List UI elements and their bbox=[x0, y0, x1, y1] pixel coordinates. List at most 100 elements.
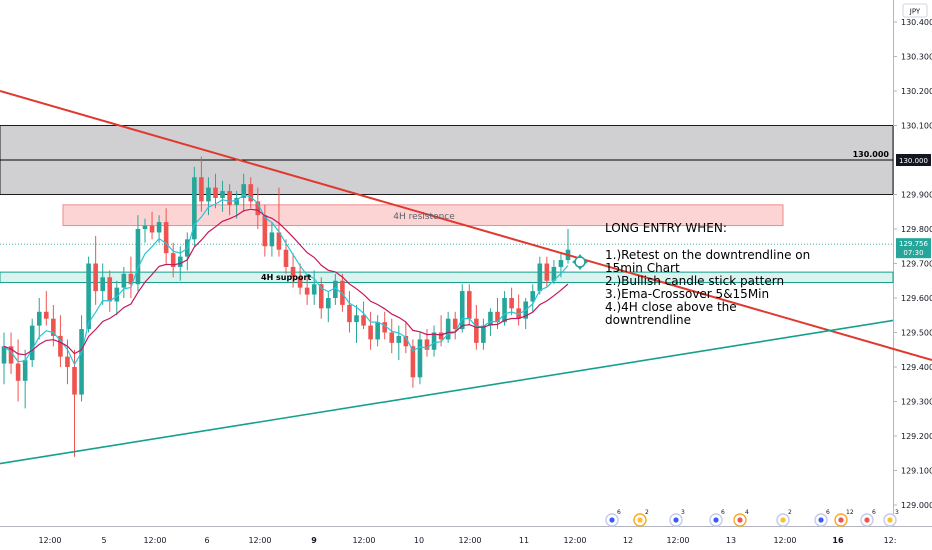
candle bbox=[248, 177, 254, 209]
candle-body bbox=[170, 253, 176, 267]
event-badge-dot bbox=[713, 517, 719, 523]
time-tick-label: 12:00 bbox=[143, 536, 166, 545]
note-line: 15min Chart bbox=[605, 261, 680, 275]
candle bbox=[22, 349, 28, 409]
event-badge: 3 bbox=[883, 509, 899, 527]
candle-body bbox=[382, 322, 387, 333]
cursor-marker[interactable] bbox=[572, 254, 588, 270]
candle bbox=[417, 332, 423, 385]
candle-body bbox=[340, 280, 345, 305]
event-badge-dot bbox=[864, 517, 870, 523]
candle-body bbox=[452, 318, 458, 330]
note-line: downtrendline bbox=[605, 313, 691, 327]
candle-body bbox=[354, 315, 359, 323]
candle bbox=[333, 273, 338, 305]
candle bbox=[283, 239, 289, 274]
event-badge: 2 bbox=[633, 509, 649, 527]
candle-body bbox=[121, 273, 127, 288]
currency-badge[interactable]: JPY bbox=[902, 3, 928, 18]
candle-body bbox=[445, 318, 451, 340]
event-badge-dot bbox=[818, 517, 824, 523]
note-line: 3.)Ema-Crossover 5&15Min bbox=[605, 287, 769, 301]
candle bbox=[255, 187, 261, 229]
candle-body bbox=[276, 232, 282, 250]
trade-note: LONG ENTRY WHEN: 1.)Retest on the downtr… bbox=[605, 221, 810, 327]
candle bbox=[424, 329, 430, 357]
candle-body bbox=[424, 339, 430, 350]
candle-body bbox=[544, 263, 550, 281]
event-badges[interactable]: 6 2 3 6 4 2 6 12 6 3 bbox=[605, 509, 899, 527]
event-badge-count: 2 bbox=[645, 509, 649, 516]
candle-body bbox=[403, 335, 409, 347]
candle-body bbox=[8, 346, 14, 364]
candle bbox=[354, 304, 359, 343]
candle bbox=[544, 256, 550, 288]
marker-arrow bbox=[577, 254, 583, 258]
candle bbox=[206, 177, 211, 216]
candle bbox=[100, 263, 105, 305]
price-tick-label: 130.100 bbox=[901, 122, 932, 131]
candle-body bbox=[283, 249, 289, 267]
time-tick-label: 11 bbox=[519, 536, 529, 545]
candle bbox=[431, 325, 437, 357]
candle-body bbox=[318, 284, 324, 309]
candle bbox=[304, 273, 310, 305]
candle-body bbox=[156, 222, 162, 233]
candle-body bbox=[36, 311, 42, 326]
time-tick-label: 9 bbox=[311, 536, 317, 545]
candle bbox=[107, 270, 113, 312]
candle bbox=[375, 315, 380, 347]
event-badge-count: 3 bbox=[895, 509, 899, 516]
trend-lines bbox=[0, 90, 932, 465]
candle-body bbox=[227, 191, 232, 205]
ema-fast-line bbox=[3, 194, 569, 366]
time-tick-label: 12:00 bbox=[458, 536, 481, 545]
time-tick-label: 12:00 bbox=[38, 536, 61, 545]
candle-body bbox=[241, 184, 246, 198]
time-axis[interactable]: 12:00 5 12:00 6 12:00 9 12:00 10 12:00 11 12:00 12 1… bbox=[38, 536, 896, 545]
candle bbox=[149, 211, 155, 240]
support-zone bbox=[0, 271, 894, 283]
event-badge-count: 4 bbox=[745, 509, 749, 516]
uptrend-line bbox=[0, 319, 894, 465]
price-tag-bg bbox=[896, 238, 931, 259]
candle-body bbox=[192, 177, 197, 240]
candle bbox=[114, 280, 120, 316]
marker-arrow bbox=[577, 266, 583, 270]
candle-body bbox=[389, 332, 395, 343]
candle-body bbox=[100, 277, 105, 292]
price-tick-label: 130.400 bbox=[901, 18, 932, 27]
candle bbox=[86, 256, 91, 333]
event-badge-count: 6 bbox=[826, 509, 830, 516]
ema-slow-line bbox=[3, 208, 569, 356]
event-badge-count: 2 bbox=[788, 509, 792, 516]
candle-body bbox=[290, 266, 296, 278]
candle bbox=[163, 208, 169, 264]
time-tick-label: 12:00 bbox=[666, 536, 689, 545]
currency-label: JPY bbox=[909, 8, 921, 16]
candle-body bbox=[410, 346, 416, 378]
price-tick-label: 129.200 bbox=[901, 432, 932, 441]
event-badge-count: 6 bbox=[617, 509, 621, 516]
time-tick-label: 12 bbox=[623, 536, 633, 545]
marker-arrow bbox=[584, 259, 588, 265]
move-marker-icon bbox=[572, 254, 588, 270]
candle-body bbox=[15, 363, 21, 381]
candle bbox=[445, 311, 451, 343]
level-price-tag: 130.000 bbox=[896, 154, 931, 166]
candle-body bbox=[163, 222, 169, 254]
note-line: 2.)Bullish candle stick pattern bbox=[605, 274, 784, 288]
event-badge-dot bbox=[673, 517, 679, 523]
candle-body bbox=[488, 311, 493, 326]
candle bbox=[1, 332, 7, 385]
candle bbox=[128, 256, 134, 298]
candle-body bbox=[51, 318, 56, 336]
candle-body bbox=[72, 367, 77, 395]
price-axis[interactable]: 130.400 130.300 130.200 130.100 129.900 129.8… bbox=[893, 18, 932, 510]
time-tick-label: 12:00 bbox=[563, 536, 586, 545]
note-line: 1.)Retest on the downtrendline on bbox=[605, 248, 810, 262]
candle bbox=[311, 270, 317, 305]
candle-body bbox=[431, 332, 437, 350]
candles bbox=[1, 156, 571, 457]
